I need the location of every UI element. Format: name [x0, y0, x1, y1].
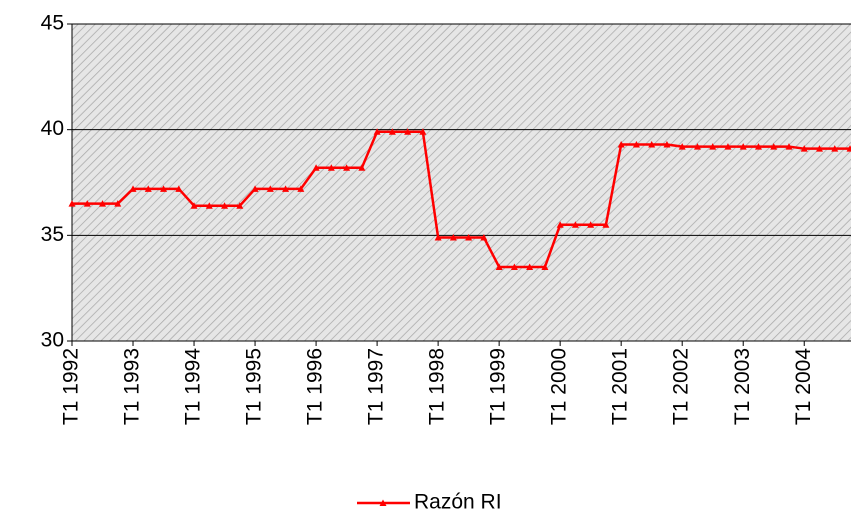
marker [312, 164, 320, 171]
marker [221, 202, 229, 209]
marker [571, 221, 579, 228]
y-tick-label: 40 [41, 117, 64, 140]
marker [175, 185, 183, 192]
marker [831, 145, 839, 152]
marker [388, 128, 396, 135]
x-tick-label: T1 1992 [60, 348, 83, 425]
marker [846, 145, 851, 152]
x-tick-label: T1 1997 [365, 348, 388, 425]
x-tick-label: T1 2000 [548, 348, 571, 425]
x-tick-label: T1 2003 [731, 348, 754, 425]
marker [327, 164, 335, 171]
marker [495, 263, 503, 271]
x-tick-label: T1 2001 [609, 348, 632, 425]
marker [129, 185, 137, 192]
marker [541, 263, 549, 271]
marker [434, 233, 442, 241]
marker [404, 128, 412, 135]
marker [251, 185, 259, 192]
marker [663, 140, 671, 148]
marker [632, 140, 640, 148]
marker [465, 233, 473, 241]
x-tick-label: T1 1995 [243, 348, 266, 425]
marker [800, 145, 808, 152]
marker [480, 233, 488, 241]
y-tick-label: 30 [41, 329, 64, 352]
marker [648, 140, 656, 148]
marker [373, 128, 381, 135]
marker [449, 233, 457, 241]
y-tick-label: 35 [41, 223, 64, 246]
marker [709, 143, 717, 150]
marker [343, 164, 351, 171]
x-tick-label: T1 1994 [182, 348, 205, 425]
marker [144, 185, 152, 192]
marker [68, 200, 76, 207]
marker [724, 143, 732, 150]
marker [739, 143, 747, 150]
marker [282, 185, 290, 192]
x-tick-label: T1 2004 [792, 348, 815, 425]
legend-label: Razón RI [414, 491, 502, 514]
x-tick-label: T1 1996 [304, 348, 327, 425]
marker [815, 145, 823, 152]
x-tick-label: T1 2002 [670, 348, 693, 425]
marker [602, 221, 610, 228]
marker [205, 202, 213, 209]
x-tick-label: T1 1999 [487, 348, 510, 425]
marker [236, 202, 244, 209]
x-tick-label: T1 1998 [426, 348, 449, 425]
marker [510, 263, 518, 271]
marker [617, 140, 625, 148]
marker [190, 202, 198, 209]
legend-marker [379, 499, 387, 506]
marker [160, 185, 168, 192]
marker [114, 200, 122, 207]
marker [358, 164, 366, 171]
plot-area [72, 24, 851, 341]
marker [419, 128, 427, 135]
marker [770, 143, 778, 150]
marker [266, 185, 274, 192]
marker [83, 200, 91, 207]
marker [99, 200, 107, 207]
marker [297, 185, 305, 192]
y-tick-label: 45 [41, 12, 64, 35]
x-tick-label: T1 1993 [121, 348, 144, 425]
marker [678, 143, 686, 150]
marker [526, 263, 534, 271]
marker [785, 143, 793, 150]
marker [587, 221, 595, 228]
marker [693, 143, 701, 150]
marker [556, 221, 564, 228]
series-line [72, 130, 850, 269]
marker [754, 143, 762, 150]
